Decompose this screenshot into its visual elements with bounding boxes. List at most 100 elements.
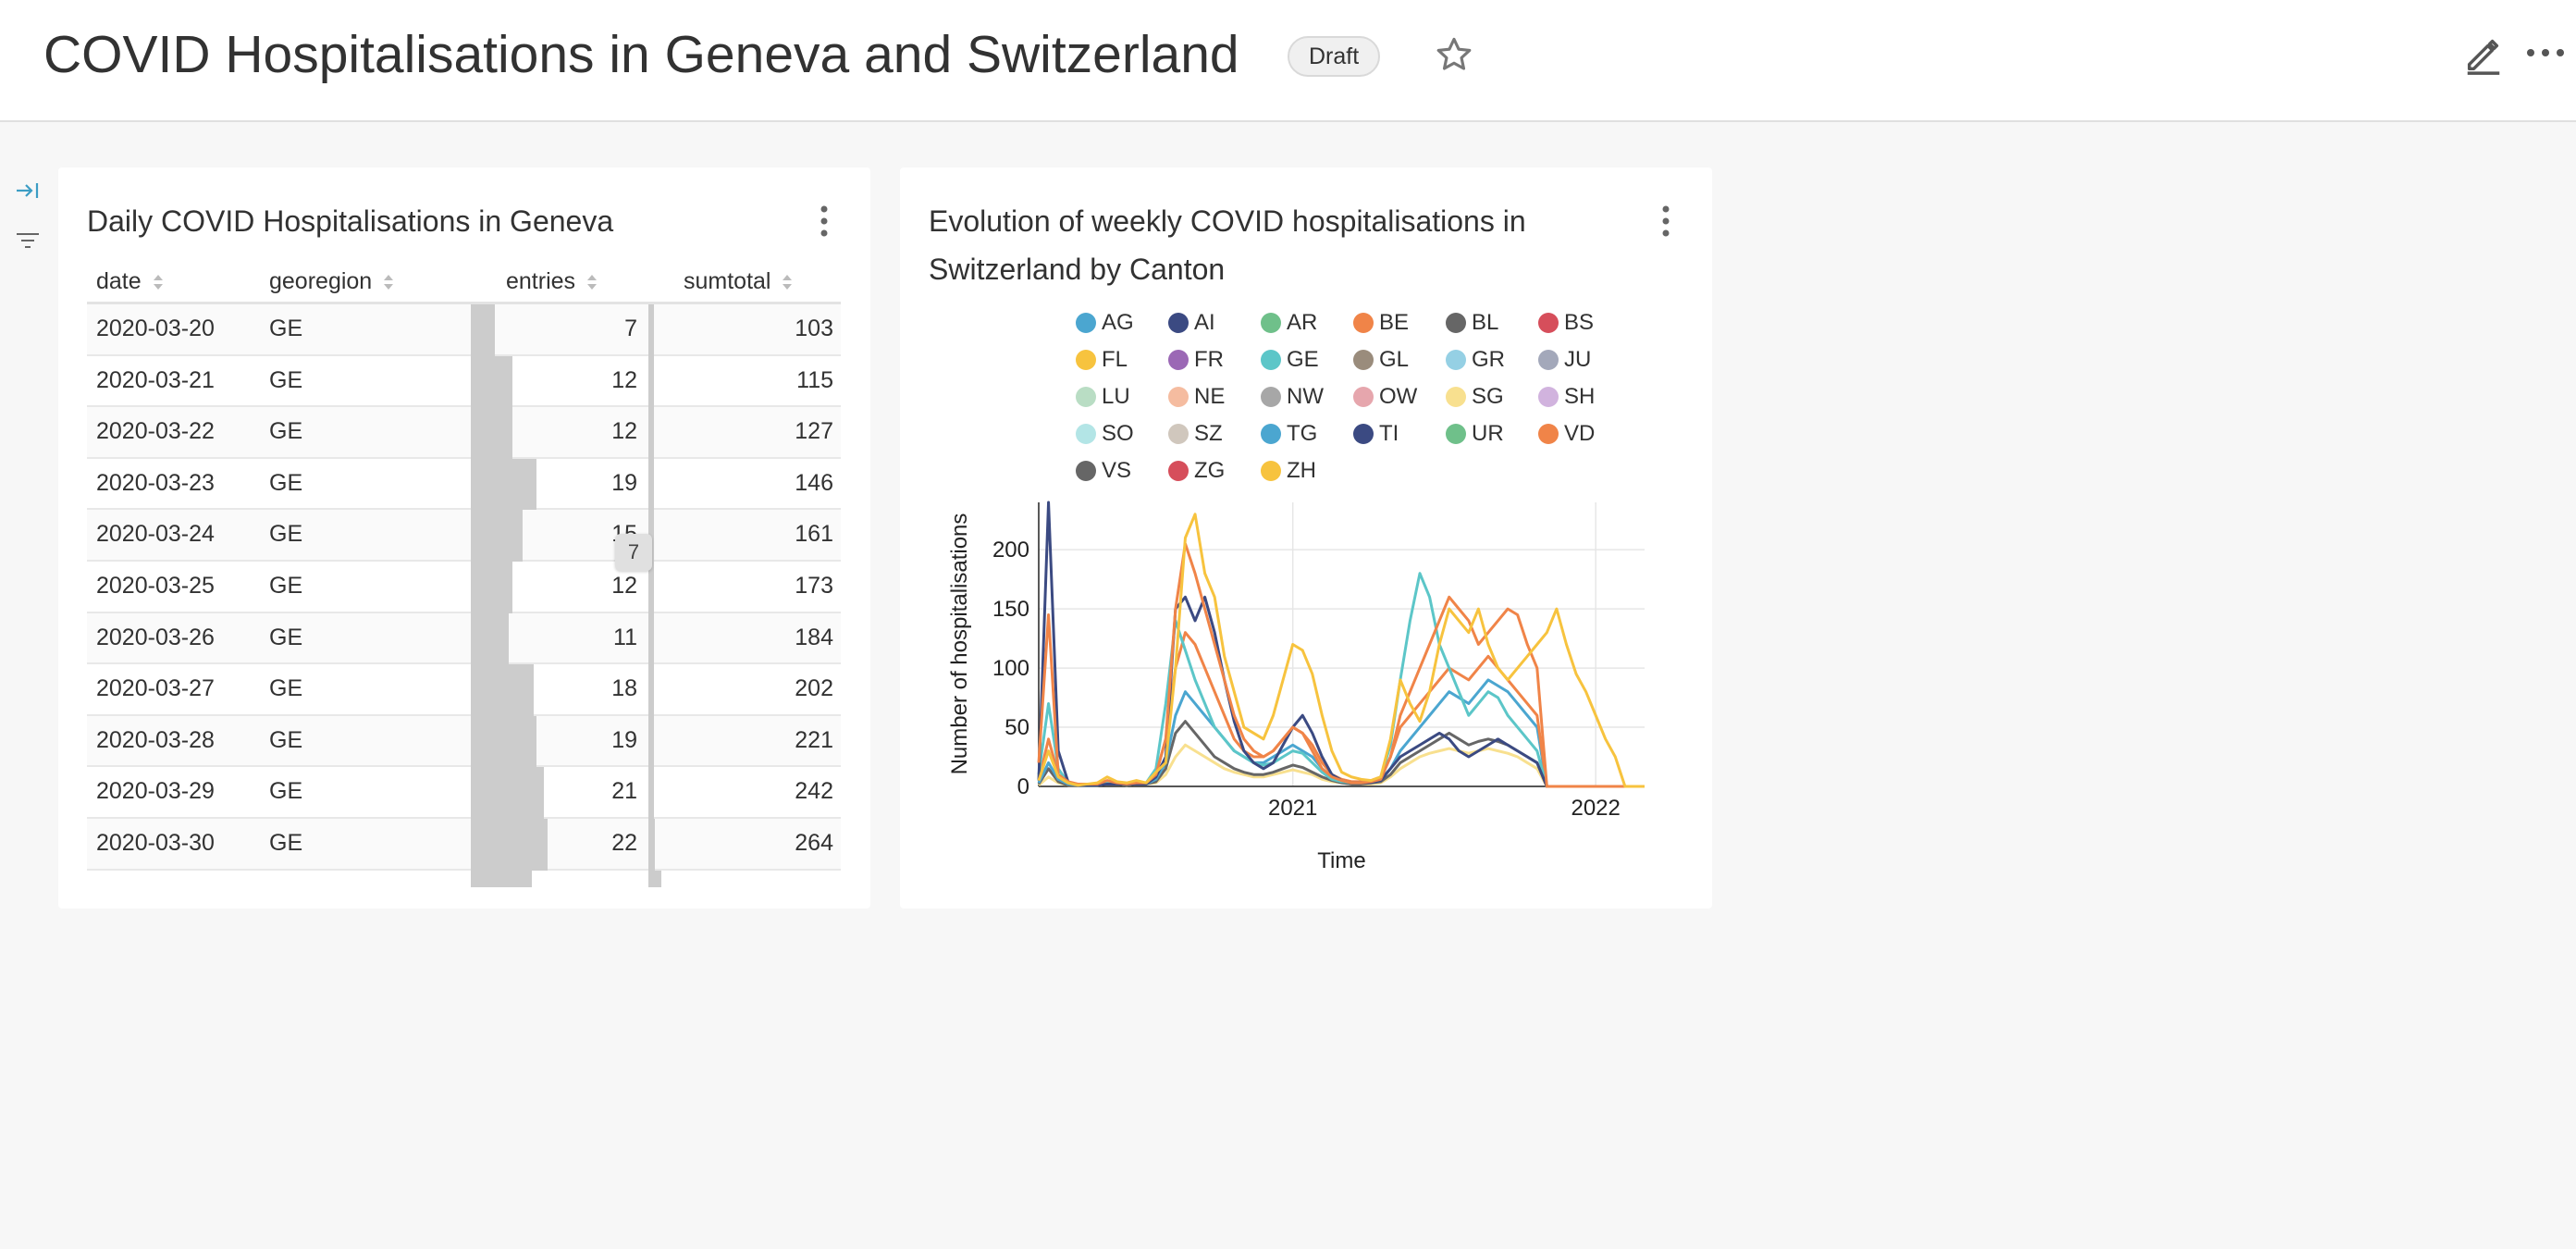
legend-item-fl[interactable]: FL [1076,346,1128,374]
legend-item-ne[interactable]: NE [1168,383,1225,411]
legend-label: SZ [1194,421,1223,446]
sumtotal-cell: 242 [795,778,833,805]
entries-cell-bar [471,561,513,613]
legend-item-ti[interactable]: TI [1353,420,1399,448]
legend-item-vd[interactable]: VD [1538,420,1595,448]
legend-item-zh[interactable]: ZH [1261,457,1316,485]
sort-icon[interactable] [153,273,164,291]
legend-item-ur[interactable]: UR [1446,420,1504,448]
more-options-icon[interactable] [2525,46,2566,59]
y-tick-label: 0 [1017,774,1029,799]
legend-label: NE [1194,384,1226,409]
legend-swatch [1076,424,1096,444]
y-tick-label: 100 [992,656,1029,681]
entries-cell-bar [471,510,524,562]
entries-cell-bar [471,664,534,716]
dashboard-title: COVID Hospitalisations in Geneva and Swi… [43,25,1239,84]
legend-label: FR [1194,347,1224,372]
column-header-entries[interactable]: entries [506,258,598,304]
georegion-cell: GE [269,829,303,856]
series-line-vd [1037,542,1645,788]
card-menu-icon[interactable] [1659,204,1672,238]
legend-label: TI [1379,421,1399,446]
sort-icon[interactable] [383,273,394,291]
sumtotal-cell: 146 [795,469,833,496]
legend-label: AR [1287,310,1318,335]
data-table: date georegion entries sumtotal 2020-03-… [87,258,841,887]
sort-icon[interactable] [586,273,598,291]
table-row: 2020-03-28 GE 19 221 [87,715,841,768]
legend-swatch [1168,387,1189,407]
sumtotal-cell: 161 [795,521,833,548]
legend-item-so[interactable]: SO [1076,420,1134,448]
georegion-cell: GE [269,315,303,341]
legend-item-tg[interactable]: TG [1261,420,1317,448]
sort-icon[interactable] [782,273,793,291]
sumtotal-cell-bar [648,355,654,408]
dashboard-header: COVID Hospitalisations in Geneva and Swi… [0,0,2576,122]
expand-panel-icon[interactable] [15,179,41,202]
legend-label: ZG [1194,458,1226,483]
georegion-cell: GE [269,572,303,599]
table-row: 2020-03-21 GE 12 115 [87,355,841,408]
column-header-date[interactable]: date [96,258,164,304]
legend-swatch [1261,387,1281,407]
draft-badge[interactable]: Draft [1288,36,1381,77]
legend-item-fr[interactable]: FR [1168,346,1224,374]
legend-label: TG [1287,421,1318,446]
legend-item-ai[interactable]: AI [1168,309,1215,337]
legend-item-ju[interactable]: JU [1538,346,1591,374]
date-cell: 2020-03-20 [96,315,215,341]
legend-swatch [1538,424,1559,444]
legend-item-zg[interactable]: ZG [1168,457,1225,485]
legend-item-bl[interactable]: BL [1446,309,1498,337]
legend-item-ag[interactable]: AG [1076,309,1134,337]
legend-item-vs[interactable]: VS [1076,457,1131,485]
sumtotal-cell-bar [648,458,654,511]
entries-cell: 18 [611,675,637,702]
legend-item-ow[interactable]: OW [1353,383,1417,411]
legend-item-be[interactable]: BE [1353,309,1409,337]
date-cell: 2020-03-25 [96,572,215,599]
table-row: 2020-03-25 GE 12 173 [87,561,841,613]
date-cell: 2020-03-21 [96,366,215,393]
legend-item-sh[interactable]: SH [1538,383,1595,411]
column-header-georegion[interactable]: georegion [269,258,394,304]
legend-item-sz[interactable]: SZ [1168,420,1223,448]
entries-cell-bar [471,767,544,819]
column-header-sumtotal[interactable]: sumtotal [684,258,793,304]
legend-item-nw[interactable]: NW [1261,383,1324,411]
date-cell: 2020-03-29 [96,778,215,805]
cell-tooltip: 7 [615,534,652,571]
legend-swatch [1168,313,1189,333]
legend-swatch [1261,424,1281,444]
legend-swatch [1538,387,1559,407]
date-cell: 2020-03-22 [96,418,215,445]
edit-pencil-icon[interactable] [2462,33,2505,76]
x-tick-label: 2021 [1268,796,1317,821]
legend-item-gl[interactable]: GL [1353,346,1409,374]
legend-item-lu[interactable]: LU [1076,383,1130,411]
card-menu-icon[interactable] [818,204,831,238]
entries-cell: 12 [611,366,637,393]
legend-item-gr[interactable]: GR [1446,346,1505,374]
filter-icon[interactable] [15,229,41,252]
legend-label: VD [1564,421,1596,446]
y-tick-label: 50 [1005,715,1029,740]
legend-item-ge[interactable]: GE [1261,346,1319,374]
chart-card-title: Evolution of weekly COVID hospitalisatio… [929,204,1526,286]
legend-item-sg[interactable]: SG [1446,383,1504,411]
sumtotal-cell: 202 [795,675,833,702]
georegion-cell: GE [269,675,303,702]
legend-label: GL [1379,347,1410,372]
entries-cell-bar [471,715,537,768]
entries-cell-bar [471,304,496,356]
legend-swatch [1076,461,1096,481]
legend-swatch [1353,424,1374,444]
legend-swatch [1168,461,1189,481]
date-cell: 2020-03-30 [96,829,215,856]
table-body: 2020-03-20 GE 7 103 2020-03-21 GE 12 115 2020-03… [87,304,841,887]
legend-item-bs[interactable]: BS [1538,309,1594,337]
favorite-star-icon[interactable] [1435,35,1473,74]
legend-item-ar[interactable]: AR [1261,309,1317,337]
